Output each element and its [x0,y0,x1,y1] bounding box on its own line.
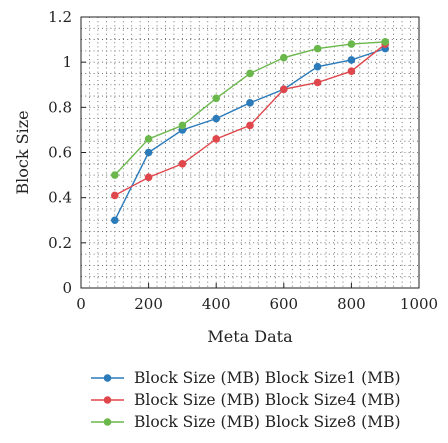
series-1-point [212,114,220,123]
x-tick-label: 600 [269,295,298,313]
legend-swatch-marker [103,396,112,404]
series-3 [111,38,390,179]
series-3-point [347,40,356,48]
legend-label: Block Size (MB) Block Size4 (MB) [134,391,401,409]
series-2-point [347,67,356,75]
y-tick-label: 0.2 [48,234,72,252]
series-2-point [212,135,220,143]
series-3-point [246,69,254,78]
legend-item-3: Block Size (MB) Block Size8 (MB) [91,413,401,431]
series-2-point [313,78,322,87]
x-tick-label: 200 [134,295,163,313]
series-2-point [246,121,254,130]
y-tick-label: 0 [62,279,72,297]
series-1-point [111,216,119,225]
axis-ticks: 0 200 400 600 800 1000 0 0.2 0.4 0.6 0.8 1 1.2 [48,8,438,313]
series-2-point [280,85,288,94]
x-axis-title: Meta Data [207,327,293,346]
series-2 [111,40,390,200]
x-tick-label: 400 [202,295,231,313]
x-tick-label: 0 [76,295,86,313]
series-2-point [178,159,187,168]
x-tick-label: 800 [337,295,366,313]
legend-item-1: Block Size (MB) Block Size1 (MB) [91,369,401,387]
series-1-point [347,56,356,64]
legend: Block Size (MB) Block Size1 (MB) Block Si… [91,369,401,431]
series-layer [111,38,390,225]
legend-item-2: Block Size (MB) Block Size4 (MB) [91,391,401,409]
series-3-point [212,94,220,103]
series-3-point [381,38,390,46]
y-tick-label: 0.6 [48,144,72,162]
series-1-point [313,62,322,71]
legend-label: Block Size (MB) Block Size1 (MB) [134,369,401,387]
x-tick-label: 1000 [400,295,438,313]
y-tick-label: 0.4 [48,189,72,207]
legend-swatch-marker [103,374,112,382]
series-1-point [144,148,153,157]
y-tick-label: 0.8 [48,98,72,116]
series-3-point [144,135,153,143]
legend-label: Block Size (MB) Block Size8 (MB) [134,413,401,431]
series-2-point [144,173,153,182]
series-3-point [178,121,187,130]
grid [81,17,419,288]
series-2-point [111,191,119,200]
series-1 [111,44,390,225]
y-tick-label: 1.2 [48,8,72,26]
series-1-point [246,99,254,107]
legend-swatch-marker [103,418,112,426]
series-3-point [111,171,119,179]
series-3-point [280,53,288,62]
series-3-point [313,44,322,53]
y-tick-label: 1 [62,53,72,71]
y-axis-title: Block Size [13,110,32,194]
